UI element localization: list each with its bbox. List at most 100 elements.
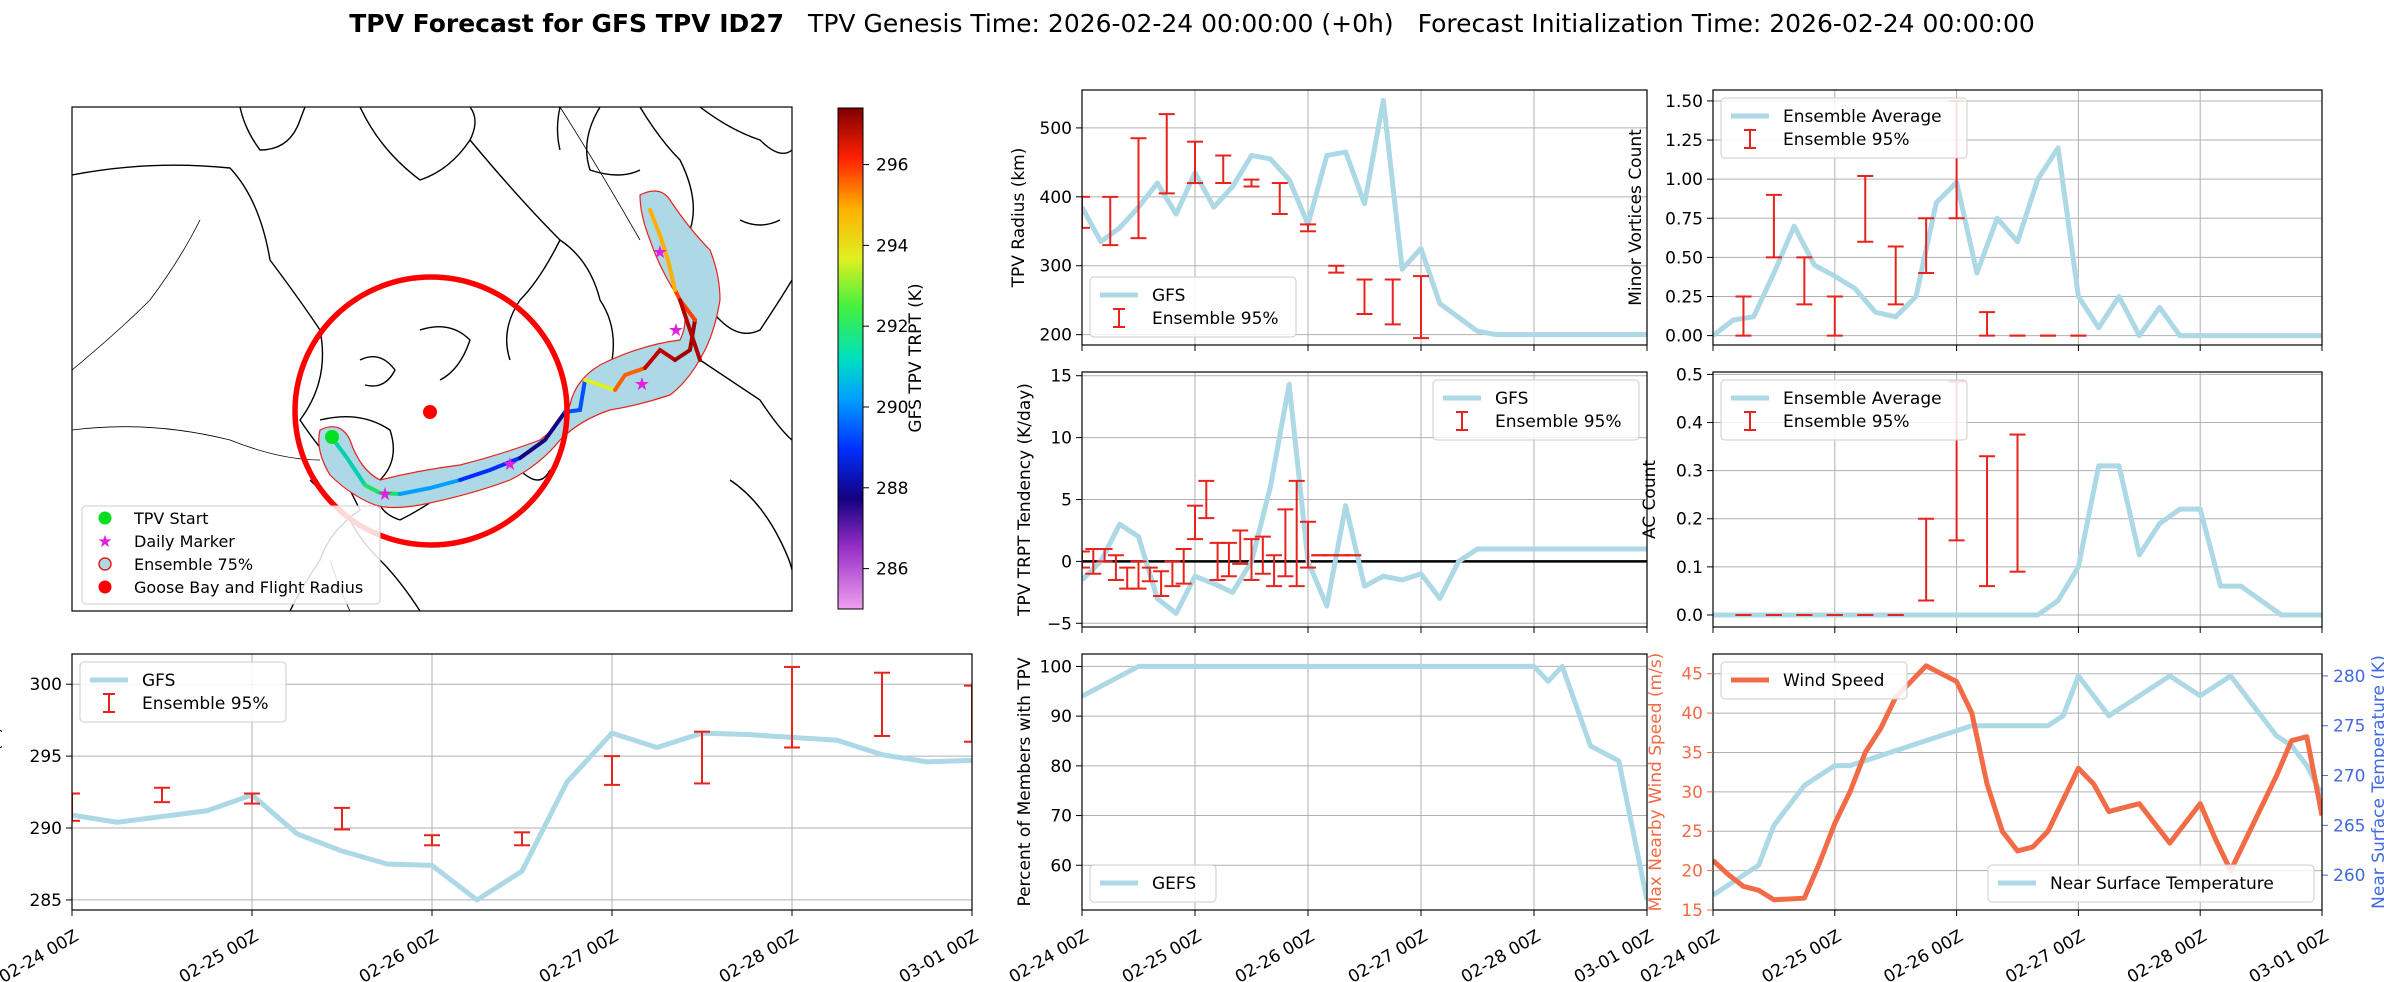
legend-box [1089, 864, 1217, 903]
legend-ensemble-label: Ensemble 75% [134, 555, 253, 574]
error-bar [1220, 541, 1237, 578]
ytick-label: 0.5 [1676, 365, 1703, 385]
legend: Ensemble Average Ensemble 95% [1720, 379, 1968, 441]
plot-frame [1712, 653, 2323, 911]
ytick-label: 80 [1050, 757, 1072, 777]
colorbar-tick-label: 292 [876, 317, 908, 337]
ylabel: TPV TRPT (K) [0, 727, 5, 838]
legend-box [1720, 97, 1968, 159]
ytick-label: 15 [1050, 367, 1072, 387]
error-bar [1141, 566, 1158, 583]
error-bars [1082, 479, 1362, 598]
xtick-label: 02-28 00Z [1458, 926, 1544, 982]
error-bar [1979, 311, 1996, 337]
error-bar [694, 730, 710, 785]
ytick-label: 295 [30, 747, 62, 767]
ytick-label: 200 [1040, 326, 1072, 346]
ylabel-right: Near Surface Temperature (K) [2369, 655, 2384, 909]
chart-radius: 200 300 400 500 TPV Radius (km) GFS Ensemble 9… [1009, 89, 1648, 351]
ytick-right-label: 265 [2333, 816, 2365, 836]
ytick-label: 400 [1040, 188, 1072, 208]
ytick-label: 40 [1681, 704, 1703, 724]
error-bar [1130, 560, 1147, 590]
error-bar [1096, 548, 1113, 563]
error-bar [1356, 278, 1373, 315]
ylabel: Minor Vortices Count [1626, 129, 1646, 306]
legend-label: Ensemble 95% [1495, 412, 1622, 432]
error-bar [1102, 195, 1119, 247]
legend-box [1987, 864, 2315, 903]
ytick-label: 10 [1050, 429, 1072, 449]
error-bar [1328, 264, 1345, 274]
xtick-label: 02-25 00Z [176, 926, 262, 982]
error-bar [1130, 137, 1147, 240]
colorbar-tick-label: 290 [876, 398, 908, 418]
plot-marks [1082, 381, 1647, 616]
plot-frame [1712, 89, 2323, 346]
svg-text:★: ★ [652, 242, 668, 263]
legend-label: Ensemble 95% [1783, 130, 1910, 150]
title-genesis: TPV Genesis Time: 2026-02-24 00:00:00 (+… [807, 9, 1394, 38]
legend-daily-label: Daily Marker [134, 532, 235, 551]
ytick-label: 0.25 [1665, 288, 1703, 308]
xtick-label: 02-25 00Z [1119, 926, 1205, 982]
legend-errorbar-icon [1113, 308, 1125, 328]
series-line [72, 730, 972, 903]
ytick-label: 25 [1681, 822, 1703, 842]
legend-start-icon [98, 511, 112, 525]
ytick-label: 300 [1040, 257, 1072, 277]
error-bar [154, 786, 170, 804]
legend: GFS Ensemble 95% [1432, 379, 1640, 441]
ytick-label: 0.4 [1676, 414, 1703, 434]
series-line [1082, 97, 1647, 338]
colorbar: 286 288 290 292 294 296 GFS TPV TRPT (K) [837, 107, 926, 610]
error-bar [1796, 256, 1813, 306]
colorbar-tick-label: 296 [876, 156, 908, 176]
ytick-label: 1.00 [1665, 170, 1703, 190]
chart-ac: 0.0 0.1 0.2 0.3 0.4 0.5 AC Count Ensemble Avera… [1640, 365, 2323, 633]
ytick-label: 0.50 [1665, 248, 1703, 268]
legend-goosebay-icon [98, 580, 112, 594]
error-bars [72, 665, 972, 847]
error-bar [1271, 182, 1288, 216]
ytick-label: 0.00 [1665, 327, 1703, 347]
xtick-label: 03-01 00Z [2246, 926, 2332, 982]
ytick-label: 0.1 [1676, 558, 1703, 578]
error-bar [1266, 554, 1283, 588]
ytick-label: 100 [1040, 657, 1072, 677]
error-bar [244, 792, 260, 805]
error-bar [1082, 550, 1090, 569]
error-bar [1765, 193, 1782, 259]
plot-marks [1713, 663, 2322, 903]
legend: GFS Ensemble 95% [1089, 276, 1297, 338]
error-bar [1288, 479, 1305, 588]
ytick-right-label: 280 [2333, 667, 2365, 687]
legend: GFS Ensemble 95% [79, 661, 287, 723]
plot-frame [1712, 371, 2323, 628]
legend-daily-icon: ★ [97, 532, 112, 552]
chart-percent: 60 70 80 90 100 02-24 00Z 02-25 00Z 02-26 00Z 02… [1006, 653, 1657, 982]
ylabel: AC Count [1640, 460, 1660, 539]
plot-marks [1713, 99, 2322, 339]
colorbar-ticks: 286 288 290 292 294 296 [863, 156, 908, 580]
plot-frame [1081, 653, 1648, 911]
xtick-label: 02-28 00Z [2124, 926, 2210, 982]
error-bar [1107, 554, 1124, 581]
xtick-label: 02-24 00Z [1006, 926, 1092, 982]
error-bar [1164, 560, 1181, 588]
legend-errorbar-icon [1744, 411, 1756, 431]
ytick-label: 290 [30, 819, 62, 839]
plot-marks [1713, 380, 2322, 618]
ytick-label: 0.75 [1665, 209, 1703, 229]
ytick-label: 15 [1681, 901, 1703, 921]
error-bar [1254, 535, 1271, 575]
legend: Ensemble Average Ensemble 95% [1720, 97, 1968, 159]
xtick-label: 03-01 00Z [896, 926, 982, 982]
legend-label: GFS [1495, 389, 1528, 409]
goose-bay-marker [423, 405, 437, 419]
svg-text:★: ★ [668, 320, 684, 341]
legend-box [1720, 379, 1968, 441]
map-legend-box [81, 505, 381, 605]
plot-marks [1082, 97, 1647, 340]
error-bar [72, 792, 80, 822]
